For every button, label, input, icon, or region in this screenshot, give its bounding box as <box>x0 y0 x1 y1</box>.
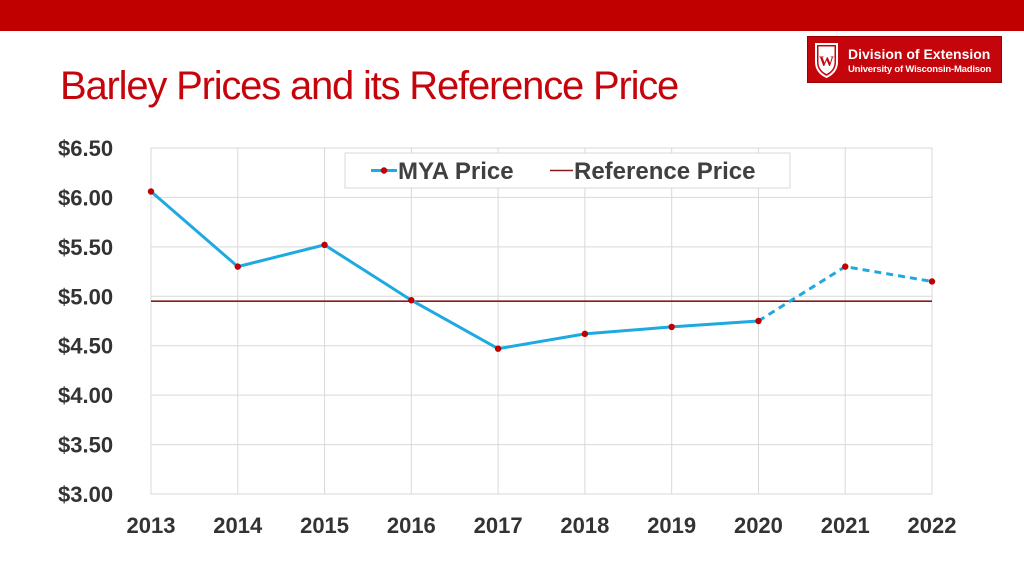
mya-price-point <box>408 297 415 304</box>
x-tick-label: 2013 <box>127 513 176 538</box>
mya-price-point <box>234 263 241 270</box>
mya-price-point <box>928 278 936 285</box>
mya-price-point <box>755 317 762 325</box>
uw-crest-icon: W <box>815 43 838 79</box>
y-tick-label: $6.50 <box>58 136 113 161</box>
extension-logo: W Division of Extension University of Wi… <box>807 36 1002 83</box>
y-tick-label: $6.00 <box>58 185 113 210</box>
mya-price-point <box>581 330 589 338</box>
y-tick-label: $3.00 <box>58 482 113 507</box>
y-tick-label: $4.50 <box>58 334 113 359</box>
y-tick-label: $3.50 <box>58 433 113 458</box>
x-tick-label: 2022 <box>908 513 957 538</box>
x-tick-label: 2021 <box>821 513 870 538</box>
chart-gridlines <box>150 147 933 495</box>
plot-area <box>150 147 933 495</box>
top-banner-bar <box>0 0 1024 31</box>
x-tick-label: 2017 <box>474 513 523 538</box>
logo-letter: W <box>819 54 834 70</box>
x-tick-label: 2014 <box>213 513 263 538</box>
legend-mya-marker <box>380 167 388 174</box>
y-tick-label: $5.00 <box>58 284 113 309</box>
y-tick-label: $4.00 <box>58 383 113 408</box>
chart-axes: $3.00 $3.50 $4.00 $4.50 $5.00 $5.50 $6.00 $6.50… <box>58 136 956 538</box>
logo-line-division: Division of Extension <box>848 46 991 62</box>
chart-series <box>147 188 936 352</box>
mya-price-point <box>668 323 675 331</box>
chart-legend: MYA Price Reference Price <box>344 152 791 189</box>
mya-price-line <box>150 190 759 351</box>
x-tick-label: 2015 <box>300 513 349 538</box>
x-tick-label: 2016 <box>387 513 436 538</box>
mya-price-point <box>842 263 849 270</box>
x-tick-label: 2019 <box>647 513 696 538</box>
logo-line-university: University of Wisconsin-Madison <box>848 64 992 75</box>
legend-label-mya: MYA Price <box>398 158 514 185</box>
mya-price-point <box>494 345 502 352</box>
mya-price-point <box>147 188 155 195</box>
x-tick-label: 2018 <box>560 513 609 538</box>
y-tick-label: $5.50 <box>58 235 113 260</box>
legend-label-reference: Reference Price <box>574 158 755 185</box>
mya-price-point <box>321 241 328 249</box>
x-tick-label: 2020 <box>734 513 783 538</box>
page-title: Barley Prices and its Reference Price <box>60 64 679 108</box>
